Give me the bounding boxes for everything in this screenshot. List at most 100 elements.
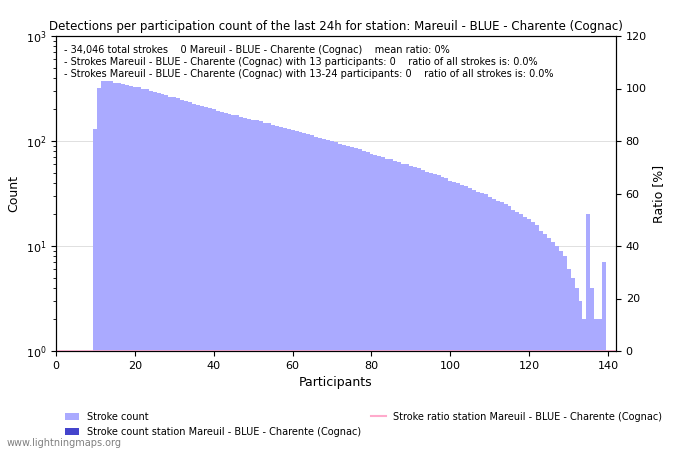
Bar (283, 128, 287, 450)
Bar (389, 159, 393, 450)
Y-axis label: Count: Count (7, 175, 20, 212)
Bar (500, 202, 503, 450)
Bar (567, 269, 570, 450)
Bar (346, 146, 350, 450)
Bar (519, 214, 524, 450)
Bar (551, 242, 555, 450)
Bar (267, 123, 271, 450)
Bar (578, 301, 582, 450)
Bar (536, 225, 539, 450)
Bar (488, 198, 492, 450)
Bar (476, 192, 480, 450)
Bar (196, 105, 200, 450)
Bar (377, 156, 382, 450)
Bar (247, 119, 251, 450)
Bar (587, 214, 590, 450)
Bar (310, 135, 314, 450)
Bar (141, 89, 145, 450)
Bar (232, 115, 235, 450)
Bar (244, 117, 247, 450)
Bar (263, 122, 267, 450)
Bar (449, 180, 452, 450)
Bar (251, 120, 256, 450)
Bar (385, 158, 389, 450)
Bar (370, 153, 374, 450)
Bar (484, 194, 488, 450)
Bar (184, 101, 188, 450)
Bar (212, 109, 216, 450)
Bar (547, 238, 551, 450)
Bar (121, 84, 125, 450)
Bar (326, 140, 330, 450)
Bar (200, 106, 204, 450)
Bar (228, 114, 232, 450)
Bar (334, 142, 338, 450)
Bar (393, 161, 397, 450)
Bar (220, 112, 223, 450)
Bar (460, 185, 464, 450)
Bar (160, 94, 164, 450)
Bar (148, 91, 153, 450)
Bar (425, 172, 428, 450)
Legend: Stroke count, Stroke count station Mareuil - BLUE - Charente (Cognac), Stroke ra: Stroke count, Stroke count station Mareu… (61, 408, 666, 441)
Bar (397, 162, 401, 450)
Bar (456, 183, 460, 450)
Bar (318, 138, 322, 450)
Bar (94, 129, 97, 450)
Bar (503, 204, 507, 450)
Bar (515, 212, 519, 450)
Bar (440, 177, 444, 450)
Bar (512, 210, 515, 450)
X-axis label: Participants: Participants (299, 376, 373, 389)
Bar (256, 121, 259, 450)
Bar (531, 222, 536, 450)
Bar (223, 113, 228, 450)
Bar (188, 102, 192, 450)
Bar (433, 175, 437, 450)
Bar (559, 251, 563, 450)
Bar (527, 219, 531, 450)
Bar (133, 86, 136, 450)
Bar (287, 129, 290, 450)
Bar (468, 188, 472, 450)
Bar (180, 100, 184, 450)
Bar (492, 199, 496, 450)
Bar (169, 97, 172, 450)
Bar (117, 83, 121, 450)
Bar (382, 157, 385, 450)
Bar (350, 147, 354, 450)
Bar (480, 193, 484, 450)
Bar (208, 108, 212, 450)
Bar (362, 151, 365, 450)
Bar (444, 179, 449, 450)
Bar (354, 148, 358, 450)
Bar (437, 176, 440, 450)
Bar (157, 93, 160, 450)
Bar (496, 201, 500, 450)
Bar (358, 149, 362, 450)
Bar (405, 164, 409, 450)
Bar (563, 256, 567, 450)
Bar (570, 278, 575, 450)
Bar (413, 167, 416, 450)
Bar (302, 133, 307, 450)
Bar (279, 126, 283, 450)
Bar (428, 173, 433, 450)
Bar (109, 81, 113, 450)
Bar (259, 122, 263, 450)
Bar (555, 246, 559, 450)
Bar (102, 81, 105, 450)
Bar (216, 111, 220, 450)
Bar (464, 186, 468, 450)
Bar (594, 320, 598, 450)
Bar (129, 86, 133, 450)
Bar (192, 104, 196, 450)
Bar (602, 262, 606, 450)
Bar (145, 90, 148, 450)
Bar (374, 155, 377, 450)
Bar (508, 206, 512, 450)
Bar (472, 190, 476, 450)
Bar (295, 131, 298, 450)
Bar (113, 83, 117, 450)
Bar (524, 217, 527, 450)
